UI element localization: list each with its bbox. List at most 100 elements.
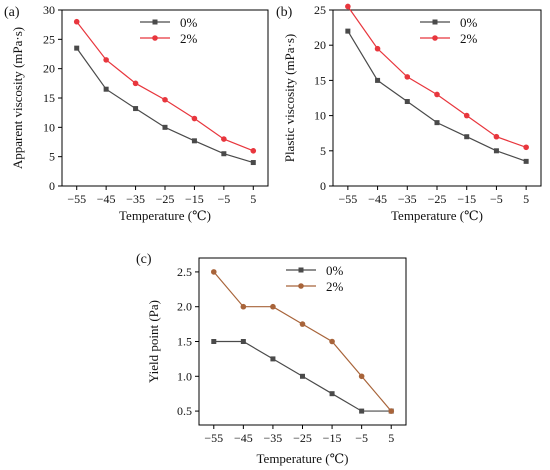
legend-label: 2% (460, 31, 478, 46)
y-tick-label: 5 (49, 150, 55, 164)
x-tick-label: −15 (323, 431, 342, 445)
y-tick-label: 10 (43, 120, 55, 134)
chart-panel-b: −55 −45 −35 −25 −15 −5 50510152025Temperature … (276, 3, 542, 223)
data-point-square (375, 77, 381, 83)
legend-label: 2% (180, 31, 198, 46)
data-point-circle (345, 3, 351, 10)
legend-entry: 2% (140, 31, 198, 46)
data-point-circle (523, 144, 529, 151)
y-tick-label: 15 (43, 91, 55, 105)
series-zero-percent (211, 339, 394, 414)
data-point-square (240, 339, 246, 344)
data-point-circle (299, 321, 306, 327)
x-tick-label: 5 (388, 431, 394, 445)
data-point-circle (221, 136, 227, 142)
x-tick-label: −35 (398, 192, 417, 206)
y-tick-label: 5 (320, 144, 326, 158)
chart-panel-a: −55 −45 −35 −25 −15 −5 5051015202530Temperatur… (4, 3, 269, 223)
y-tick-label: 1.0 (177, 369, 192, 383)
data-point-square (211, 339, 217, 344)
data-point-square (103, 86, 109, 92)
x-tick-label: −25 (156, 192, 175, 206)
y-tick-label: 1.5 (177, 335, 192, 349)
y-axis-title: Plastic viscosity (mPa·s) (282, 34, 297, 163)
series-line (76, 47, 254, 164)
data-point-circle (132, 80, 139, 87)
panel-label: (b) (276, 5, 293, 20)
panel-label: (a) (4, 5, 20, 20)
data-point-circle (270, 303, 276, 310)
data-point-square (464, 134, 470, 140)
data-point-square (345, 28, 351, 34)
series-zero-percent (345, 28, 529, 164)
data-point-square (404, 99, 410, 105)
x-tick-label: −55 (338, 192, 357, 206)
series-line (76, 21, 254, 152)
x-tick-label: −45 (234, 431, 253, 445)
legend-marker-square (298, 267, 304, 273)
legend-entry: 0% (420, 15, 478, 30)
data-point-square (329, 391, 335, 397)
x-tick-label: −35 (126, 192, 145, 206)
data-point-circle (388, 408, 395, 414)
legend-marker-circle (152, 35, 158, 41)
y-tick-label: 20 (43, 62, 55, 76)
legend-entry: 0% (140, 15, 198, 30)
x-tick-label: −25 (293, 431, 312, 445)
legend-marker-circle (432, 35, 438, 41)
data-point-square (523, 158, 529, 164)
x-tick-label: −15 (457, 192, 476, 206)
data-point-square (74, 45, 80, 51)
x-tick-label: −45 (97, 192, 116, 206)
x-tick-label: 5 (250, 192, 256, 206)
x-tick-label: −5 (490, 192, 503, 206)
y-tick-label: 25 (314, 3, 326, 17)
data-point-circle (103, 57, 109, 63)
x-tick-label: −45 (368, 192, 387, 206)
data-point-circle (210, 269, 217, 275)
y-tick-label: 10 (314, 109, 326, 123)
data-point-circle (374, 45, 381, 52)
legend-entry: 2% (286, 279, 344, 294)
y-tick-label: 2.5 (177, 265, 192, 279)
data-point-square (221, 151, 227, 157)
y-tick-label: 0.5 (177, 404, 192, 418)
series-two-percent (345, 3, 529, 151)
data-point-circle (329, 338, 335, 345)
y-tick-label: 15 (314, 73, 326, 87)
data-point-circle (240, 303, 247, 310)
x-tick-label: 5 (523, 192, 529, 206)
data-point-circle (434, 91, 440, 98)
x-tick-label: −5 (355, 431, 368, 445)
legend-label: 2% (326, 279, 344, 294)
data-point-square (434, 120, 440, 126)
data-point-circle (404, 74, 411, 80)
y-tick-label: 0 (320, 179, 326, 193)
legend-marker-square (432, 19, 438, 25)
x-axis-title: Temperature (℃) (391, 208, 483, 223)
data-point-circle (463, 112, 470, 119)
y-tick-label: 30 (43, 3, 55, 17)
series-two-percent (73, 18, 257, 154)
data-point-circle (73, 18, 80, 25)
legend-label: 0% (180, 15, 198, 30)
x-tick-label: −15 (185, 192, 204, 206)
data-point-square (191, 138, 197, 144)
data-point-circle (250, 148, 257, 154)
series-zero-percent (74, 45, 256, 166)
x-tick-label: −35 (264, 431, 283, 445)
data-point-square (300, 373, 305, 379)
legend-marker-circle (298, 283, 304, 289)
data-point-circle (162, 96, 168, 103)
y-tick-label: 0 (49, 179, 55, 193)
legend-entry: 2% (420, 31, 478, 46)
legend-label: 0% (326, 263, 344, 278)
chart-panel-c: −55 −45 −35 −25 −15 −5 50.51.01.52.02.5Tempera… (136, 252, 407, 466)
series-two-percent (210, 269, 395, 414)
x-axis-title: Temperature (℃) (119, 208, 211, 223)
x-tick-label: −55 (67, 192, 86, 206)
x-tick-label: −55 (204, 431, 223, 445)
x-tick-label: −5 (217, 192, 230, 206)
data-point-circle (191, 115, 198, 122)
